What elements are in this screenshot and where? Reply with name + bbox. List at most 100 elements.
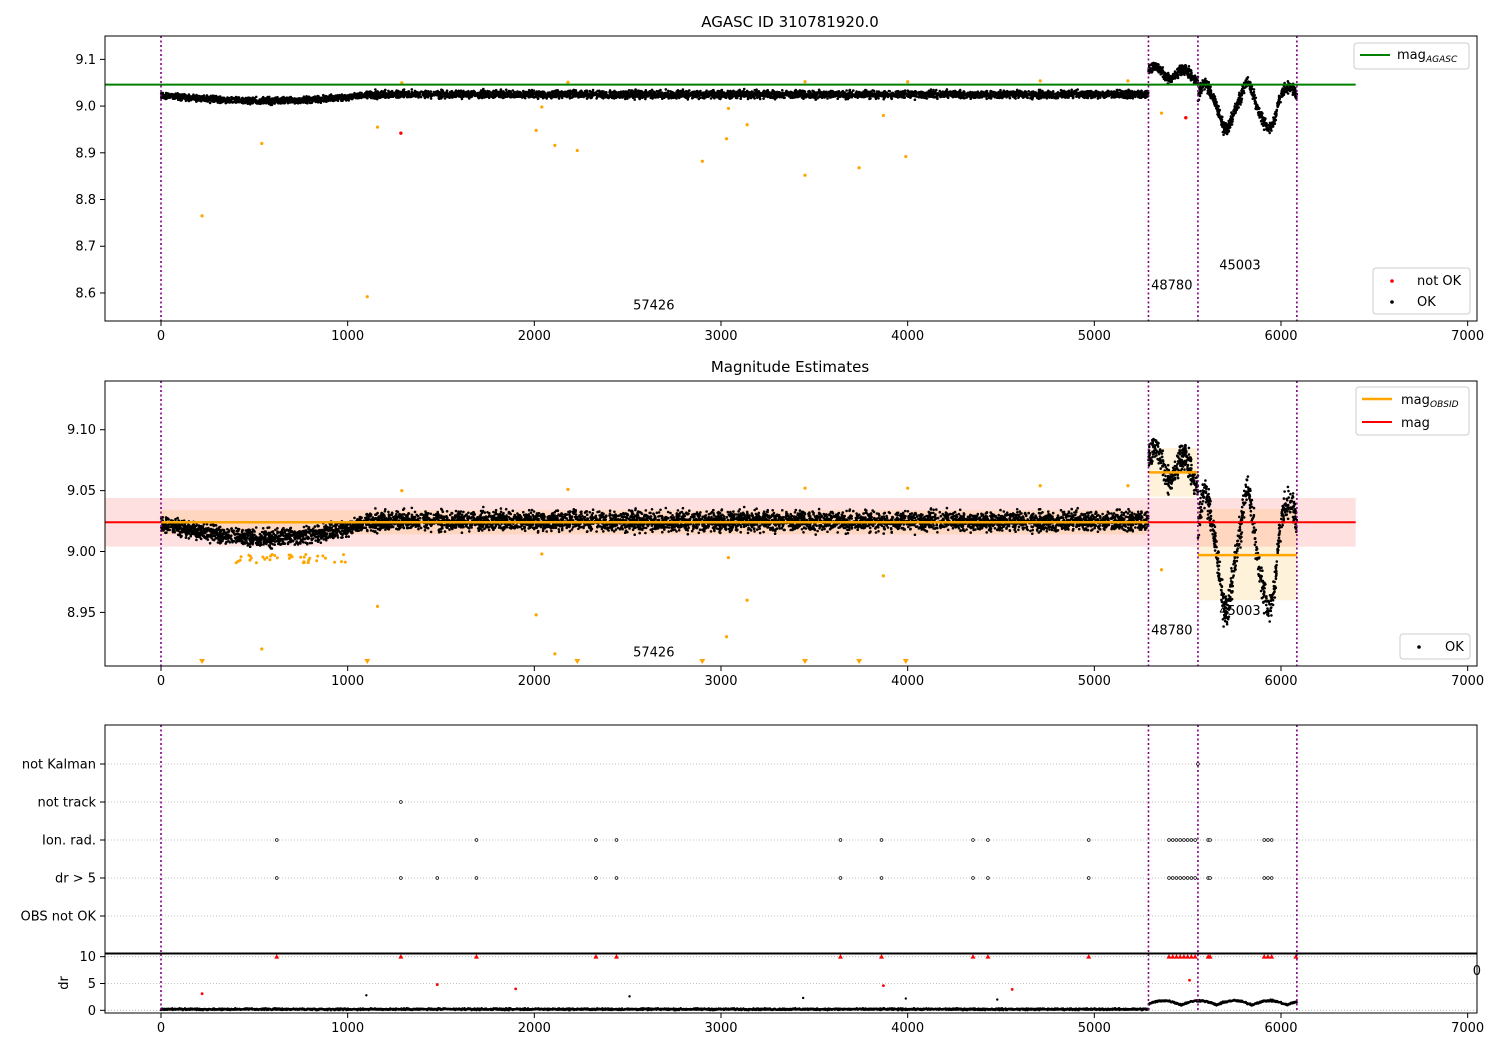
ok-point bbox=[339, 94, 343, 97]
ok-point bbox=[241, 96, 244, 100]
ok-point bbox=[852, 89, 855, 92]
ok-point bbox=[877, 90, 880, 93]
ok-point bbox=[583, 91, 587, 95]
ok-point bbox=[309, 97, 312, 100]
ok-point bbox=[389, 95, 393, 99]
ok-point bbox=[380, 92, 384, 95]
ok-point bbox=[882, 97, 885, 101]
ok-point bbox=[177, 95, 181, 98]
ok-point bbox=[289, 96, 292, 100]
ok-point bbox=[588, 89, 592, 93]
ok-point bbox=[248, 100, 252, 104]
ok-point bbox=[271, 97, 275, 100]
ok-point bbox=[999, 88, 1002, 92]
ok-point bbox=[289, 100, 293, 104]
ok-point bbox=[344, 95, 348, 98]
ok-point bbox=[352, 94, 356, 97]
ok-point bbox=[823, 96, 826, 99]
ok-point bbox=[225, 101, 228, 104]
ok-point bbox=[326, 99, 330, 103]
ok-point bbox=[782, 93, 786, 97]
ok-point bbox=[634, 88, 637, 91]
ok-point bbox=[454, 89, 458, 92]
ok-point bbox=[1138, 96, 1141, 99]
ok-point bbox=[172, 95, 176, 99]
ok-point bbox=[582, 94, 586, 97]
ok-point bbox=[499, 88, 503, 91]
ok-point bbox=[285, 96, 289, 100]
ok-point bbox=[410, 88, 414, 91]
ok-point bbox=[240, 101, 243, 104]
ok-point bbox=[283, 101, 287, 105]
ok-point bbox=[360, 95, 364, 98]
ok-point bbox=[487, 96, 491, 100]
ok-point bbox=[226, 97, 229, 101]
ok-point bbox=[916, 95, 919, 98]
ok-point bbox=[969, 97, 972, 101]
agasc-title: AGASC ID 310781920.0 bbox=[701, 13, 879, 31]
ok-point bbox=[350, 97, 354, 100]
ok-point bbox=[401, 88, 405, 92]
ok-point bbox=[690, 96, 694, 100]
ok-point bbox=[357, 93, 361, 97]
ok-point bbox=[650, 88, 654, 92]
ok-point bbox=[312, 97, 315, 101]
ok-point bbox=[193, 95, 197, 98]
ok-point bbox=[429, 97, 433, 100]
ok-point bbox=[209, 98, 213, 101]
ok-point bbox=[845, 89, 848, 92]
ok-point bbox=[266, 95, 269, 99]
ok-point bbox=[556, 89, 559, 92]
ok-point bbox=[826, 97, 829, 100]
ok-point bbox=[586, 92, 590, 95]
ok-point bbox=[877, 95, 880, 99]
ok-point bbox=[932, 88, 935, 92]
ok-point bbox=[236, 99, 239, 102]
ok-point bbox=[342, 97, 346, 101]
ok-point bbox=[504, 88, 508, 92]
ok-point bbox=[159, 92, 163, 95]
ok-point bbox=[205, 94, 209, 97]
ok-point bbox=[482, 87, 485, 91]
ok-point bbox=[324, 95, 327, 99]
ok-point bbox=[865, 89, 868, 92]
ok-point bbox=[201, 95, 204, 98]
ok-point bbox=[321, 99, 324, 102]
ok-point bbox=[758, 97, 762, 101]
ok-point bbox=[302, 98, 305, 101]
ok-point bbox=[659, 88, 662, 92]
ok-point bbox=[252, 96, 255, 100]
ok-point bbox=[1107, 90, 1111, 93]
ok-point bbox=[1015, 88, 1019, 92]
ok-point bbox=[314, 99, 317, 102]
ok-point bbox=[386, 96, 390, 99]
ok-point bbox=[441, 89, 445, 93]
ok-point bbox=[262, 101, 266, 104]
ok-point bbox=[1071, 96, 1075, 100]
ok-point bbox=[1089, 89, 1093, 93]
ok-point bbox=[184, 99, 188, 103]
ok-point bbox=[268, 99, 272, 102]
ok-point bbox=[980, 90, 983, 93]
ok-point bbox=[197, 98, 200, 101]
ok-point bbox=[816, 96, 819, 100]
ok-point bbox=[223, 98, 227, 101]
ok-point bbox=[180, 94, 183, 98]
ok-point bbox=[170, 93, 173, 96]
ok-point bbox=[302, 101, 305, 104]
ok-point bbox=[793, 95, 797, 99]
ok-point bbox=[332, 99, 335, 102]
ok-point bbox=[753, 88, 756, 92]
ok-point bbox=[811, 89, 814, 93]
ok-point bbox=[933, 91, 937, 94]
ok-point bbox=[742, 87, 746, 91]
ok-point bbox=[675, 97, 678, 100]
ok-point bbox=[374, 88, 377, 91]
ok-point bbox=[318, 98, 322, 101]
ok-point bbox=[494, 95, 498, 98]
ok-point bbox=[200, 97, 204, 101]
ok-point bbox=[888, 90, 892, 93]
ok-point bbox=[932, 95, 935, 99]
ok-point bbox=[756, 96, 759, 99]
